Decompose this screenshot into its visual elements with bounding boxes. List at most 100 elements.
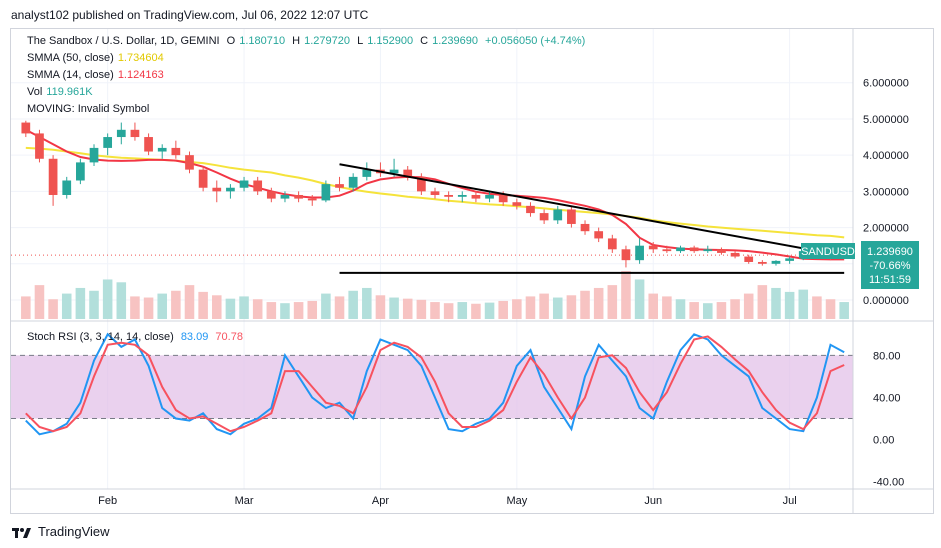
stoch-rsi-pane (11, 332, 853, 436)
stoch-d-line (25, 335, 845, 433)
volume-bar (211, 295, 222, 319)
stoch-label: Stoch RSI (3, 3, 14, 14, close) (27, 331, 174, 343)
stoch-y-tick-label: 40.00 (873, 392, 901, 404)
open-value: 1.180710 (239, 35, 286, 47)
volume-bar (116, 282, 127, 319)
trendline (339, 163, 845, 257)
volume-bar (143, 297, 154, 319)
volume-bar (812, 296, 822, 319)
candle-body (539, 213, 549, 221)
volume-bar (730, 299, 740, 319)
candle-body (567, 209, 576, 224)
volume-bar (580, 290, 590, 319)
volume-bar (839, 302, 849, 319)
close-label: C (420, 35, 429, 47)
x-tick-label: May (506, 495, 527, 507)
stoch-k-value: 83.09 (180, 331, 209, 343)
candle-body (416, 176, 426, 192)
volume-bar (266, 302, 277, 319)
smma50-legend: SMMA (50, close) 1.734604 (27, 52, 168, 64)
volume-bar (471, 303, 481, 319)
moving-legend: MOVING: Invalid Symbol (27, 103, 153, 115)
candle-body (744, 256, 754, 262)
stoch-legend: Stoch RSI (3, 3, 14, 14, close) 83.09 70… (27, 331, 247, 343)
x-tick-label: Feb (98, 495, 117, 507)
open-label: O (226, 35, 236, 47)
volume-bar (334, 296, 345, 319)
low-value: 1.152900 (367, 35, 414, 47)
candle-body (662, 249, 672, 252)
candle-body (62, 180, 72, 195)
badge-price-box (861, 241, 919, 289)
stoch-y-tick-label: 0.00 (873, 435, 894, 447)
candle-body (498, 194, 508, 203)
candle-body (103, 137, 113, 148)
candle-body (526, 205, 535, 214)
volume-bar (743, 293, 754, 319)
volume-bar (102, 279, 113, 319)
stoch-d-value: 70.78 (215, 331, 243, 343)
publisher-text: analyst102 published on TradingView.com,… (11, 8, 369, 22)
candle-body (21, 122, 31, 134)
symbol-title: The Sandbox / U.S. Dollar, 1D, GEMINI (27, 35, 220, 47)
volume-bar (703, 303, 713, 319)
candle-body (335, 184, 344, 188)
volume-bar (416, 299, 427, 319)
chart-canvas[interactable]: Feb Mar Apr May Jun Jul 6.000000 5.000000 4.0000… (11, 29, 933, 513)
volume-bar (157, 293, 167, 319)
volume-bar (61, 293, 72, 319)
candle-body (116, 129, 126, 138)
candle-body (389, 169, 399, 174)
x-tick-label: Mar (235, 495, 254, 507)
candle-body (512, 202, 522, 206)
candle-body (362, 169, 372, 177)
volume-bar (48, 299, 58, 319)
volume-bar (825, 299, 836, 319)
volume-bar (389, 297, 399, 319)
price-badge: SANDUSD 1.239690 -70.66% 11:51:59 (801, 241, 919, 289)
candle-body (580, 223, 590, 232)
vol-label: Vol (27, 86, 43, 98)
volume-bar (512, 299, 522, 319)
x-tick-label: Jul (783, 495, 797, 507)
candle-body (430, 191, 440, 195)
volume-bars (21, 271, 849, 319)
volume-bar (716, 302, 727, 319)
y-tick-label: 0.000000 (863, 295, 909, 307)
candle-body (403, 169, 413, 177)
candle-body (280, 194, 290, 199)
change-value: +0.056050 (+4.74%) (485, 35, 586, 47)
tradingview-logo-icon (12, 527, 31, 538)
volume-bar (321, 293, 331, 319)
volume-bar (539, 293, 549, 319)
volume-bar (798, 289, 809, 319)
candle-body (785, 258, 794, 261)
candle-body (485, 194, 494, 199)
candle-body (771, 260, 781, 264)
volume-bar (484, 302, 495, 319)
candle-body (198, 169, 208, 188)
volume-bar (293, 302, 304, 319)
chart-frame[interactable]: Feb Mar Apr May Jun Jul 6.000000 5.000000 4.0000… (10, 28, 934, 514)
candle-body (239, 180, 249, 188)
stoch-y-tick-label: 80.00 (873, 350, 901, 362)
candle-body (348, 176, 358, 188)
moving-label: MOVING: Invalid Symbol (27, 103, 150, 115)
candle-body (48, 158, 58, 195)
volume-bar (21, 296, 31, 319)
volume-bar (184, 285, 195, 319)
volume-bar (593, 287, 604, 319)
candle-body (471, 194, 481, 199)
volume-bar (239, 296, 249, 319)
candle-body (226, 187, 235, 192)
volume-legend: Vol 119.961K (27, 86, 97, 98)
candle-body (648, 245, 658, 250)
volume-bar (498, 300, 508, 319)
badge-countdown: 11:51:59 (869, 274, 911, 286)
candle-body (266, 191, 276, 199)
candle-body (703, 249, 713, 252)
tradingview-brand[interactable]: TradingView (12, 524, 110, 539)
volume-bar (171, 290, 181, 319)
volume-bar (89, 290, 99, 319)
